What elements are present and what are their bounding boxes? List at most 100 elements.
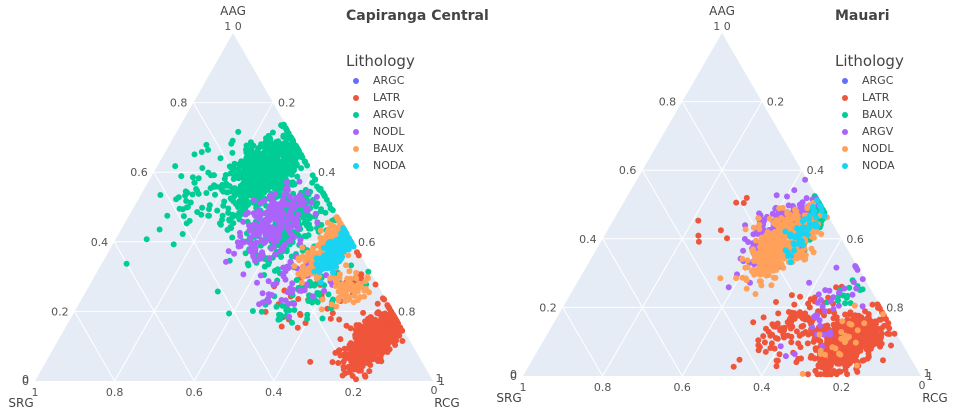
data-point-argv	[314, 299, 321, 306]
a-axis-tick: 0.4	[91, 236, 109, 249]
data-point-argv	[193, 186, 200, 192]
ternary-plot-capiranga[interactable]: 010.20.20.80.40.40.60.60.60.40.80.80.211…	[0, 0, 480, 415]
data-point-argv	[305, 232, 312, 239]
data-point-latr	[768, 340, 775, 347]
data-point-nodl	[757, 239, 764, 246]
data-point-noda	[808, 222, 815, 229]
data-point-argv	[258, 183, 265, 190]
data-point-latr	[361, 354, 368, 361]
data-point-argv	[198, 149, 205, 155]
data-point-nodl	[270, 281, 277, 288]
data-point-nodl	[295, 211, 302, 218]
legend-item-argv[interactable]: ARGV	[835, 123, 904, 140]
data-point-latr	[866, 330, 873, 337]
data-point-argv	[247, 180, 254, 187]
data-point-noda	[345, 243, 352, 250]
data-point-argv	[229, 137, 236, 144]
data-point-latr	[841, 361, 848, 368]
data-point-nodl	[254, 279, 260, 286]
data-point-baux	[366, 289, 372, 296]
data-point-nodl	[733, 275, 740, 282]
data-point-argv	[184, 204, 191, 211]
data-point-argv	[245, 199, 252, 205]
data-point-argv	[205, 169, 212, 176]
legend-item-noda[interactable]: NODA	[835, 157, 904, 174]
legend-item-latr[interactable]: LATR	[835, 89, 904, 106]
data-point-noda	[792, 234, 799, 241]
data-point-nodl	[782, 240, 789, 247]
b-axis-tick: 0.6	[185, 386, 203, 399]
data-point-argv	[830, 306, 837, 312]
data-point-noda	[811, 208, 818, 215]
data-point-latr	[804, 340, 811, 347]
data-point-latr	[695, 232, 702, 239]
a-axis-tick: 0	[510, 370, 517, 383]
ternary-plot-mauari[interactable]: 010.20.20.80.40.40.60.60.60.40.80.80.211…	[480, 0, 953, 415]
legend-label: ARGC	[862, 74, 894, 87]
data-point-nodl	[247, 240, 254, 247]
data-point-nodl	[764, 229, 771, 236]
data-point-latr	[361, 372, 368, 379]
data-point-latr	[850, 313, 857, 320]
data-point-argv	[293, 162, 300, 169]
data-point-argv	[217, 155, 224, 162]
data-point-nodl	[743, 277, 750, 284]
data-point-latr	[762, 348, 769, 355]
legend-item-argc[interactable]: ARGC	[346, 72, 415, 89]
data-point-argv	[859, 303, 866, 310]
gridline	[153, 171, 275, 382]
data-point-latr	[363, 344, 370, 350]
data-point-latr	[805, 300, 812, 307]
data-point-latr	[842, 367, 849, 373]
data-point-argv	[206, 202, 213, 209]
data-point-nodl	[753, 237, 759, 244]
data-point-argv	[205, 212, 212, 219]
data-point-argv	[301, 219, 308, 226]
data-point-latr	[780, 331, 787, 338]
data-point-argv	[189, 191, 196, 198]
c-axis-tick: 1	[924, 367, 931, 380]
data-point-nodl	[284, 263, 291, 270]
data-point-baux	[346, 268, 353, 275]
data-point-nodl	[278, 297, 285, 303]
legend-item-argc[interactable]: ARGC	[835, 72, 904, 89]
legend-item-nodl[interactable]: NODL	[346, 123, 415, 140]
data-point-noda	[791, 247, 798, 254]
legend-item-latr[interactable]: LATR	[346, 89, 415, 106]
data-point-argv	[312, 176, 319, 183]
legend-item-baux[interactable]: BAUX	[346, 140, 415, 157]
data-point-latr	[857, 335, 863, 342]
data-point-latr	[332, 349, 339, 356]
data-point-noda	[328, 239, 335, 245]
legend-item-noda[interactable]: NODA	[346, 157, 415, 174]
data-point-latr	[379, 295, 386, 302]
data-point-argv	[249, 308, 256, 314]
data-point-latr	[814, 371, 821, 378]
data-point-latr	[393, 337, 400, 344]
data-point-latr	[798, 355, 804, 362]
data-point-nodl	[245, 209, 251, 216]
data-point-latr	[848, 343, 855, 350]
data-point-latr	[805, 371, 811, 378]
data-point-nodl	[314, 219, 321, 226]
legend-item-baux[interactable]: BAUX	[835, 106, 904, 123]
data-point-nodl	[744, 257, 751, 264]
data-point-noda	[818, 207, 825, 214]
data-point-noda	[317, 255, 324, 262]
data-point-latr	[379, 332, 386, 339]
data-point-argv	[325, 291, 332, 298]
legend-item-argv[interactable]: ARGV	[346, 106, 415, 123]
data-point-argv	[295, 147, 302, 154]
data-point-argv	[299, 212, 306, 218]
data-point-latr	[862, 341, 869, 348]
data-point-nodl	[755, 215, 762, 222]
data-point-latr	[784, 332, 791, 339]
legend-item-nodl[interactable]: NODL	[835, 140, 904, 157]
data-point-latr	[788, 339, 795, 346]
data-point-nodl	[280, 246, 287, 253]
data-point-nodl	[880, 311, 887, 318]
data-point-argv	[230, 167, 237, 173]
data-point-argv	[304, 315, 311, 322]
data-point-baux	[328, 301, 335, 308]
data-point-nodl	[775, 248, 782, 255]
